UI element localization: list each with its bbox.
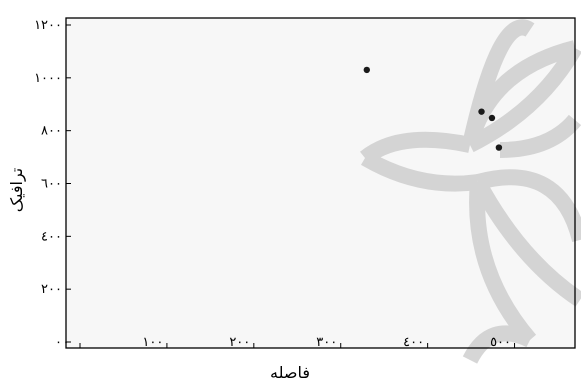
y-tick-label: ١٠٠٠: [34, 71, 62, 86]
watermark-petal: [462, 325, 534, 364]
x-tick-label: ١٠٠: [142, 335, 163, 350]
y-tick-label: ٤٠٠: [41, 229, 62, 244]
watermark-petal: [462, 19, 535, 147]
data-points: [363, 66, 503, 151]
watermark-petal: [499, 114, 581, 158]
data-point: [488, 114, 496, 122]
y-tick-label: ١٢٠٠: [34, 18, 62, 33]
y-tick-label: ٦٠٠: [41, 177, 62, 192]
x-tick-label: ٥٠٠: [490, 335, 511, 350]
y-tick-label: ٢٠٠: [41, 282, 62, 297]
data-point: [363, 66, 370, 74]
watermark-petal: [360, 131, 472, 165]
watermark-petal: [360, 151, 480, 192]
watermark-petal: [469, 181, 537, 346]
y-tick-label: ٨٠٠: [41, 124, 62, 139]
data-point: [478, 108, 485, 115]
x-tick-label: ٢٠٠: [229, 335, 250, 350]
y-tick-label: ٠: [55, 335, 62, 350]
watermark-emblem: [360, 19, 581, 364]
data-point: [495, 144, 503, 151]
watermark-petal: [466, 44, 581, 153]
x-axis-title: فاصله: [270, 363, 310, 382]
axis-ticks: ٠١٠٠٢٠٠٣٠٠٤٠٠٥٠٠٠٢٠٠٤٠٠٦٠٠٨٠٠١٠٠٠١٢٠٠: [34, 18, 516, 350]
x-tick-label: ٤٠٠: [403, 335, 424, 350]
y-axis-title: ترافیک: [7, 168, 27, 213]
watermark-petal: [470, 178, 581, 307]
x-tick-label: ٣٠٠: [316, 335, 337, 350]
